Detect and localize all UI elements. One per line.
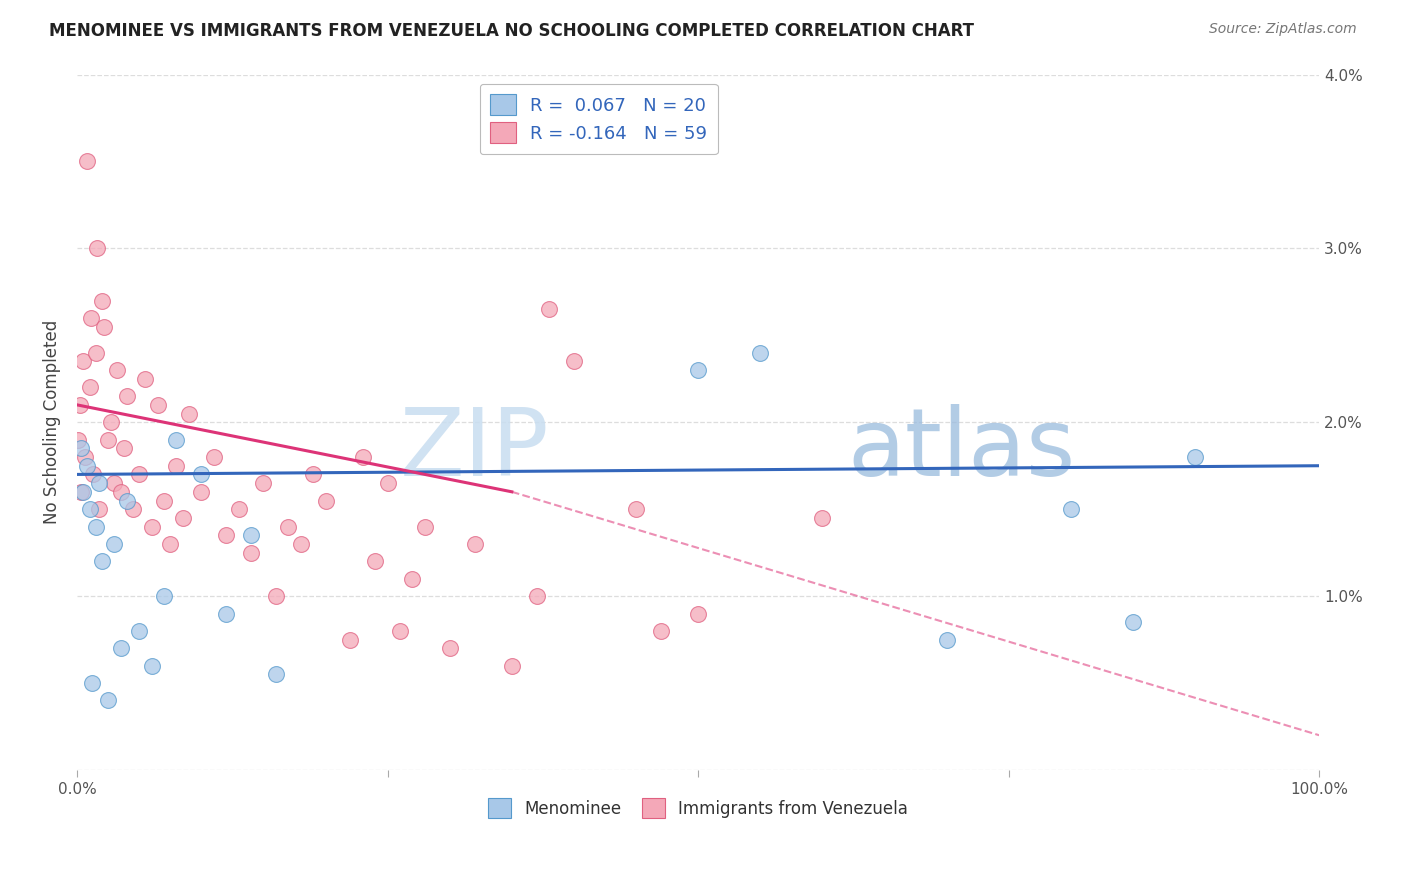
Point bbox=[128, 467, 150, 482]
Point bbox=[69, 442, 91, 456]
Point bbox=[277, 519, 299, 533]
Point bbox=[105, 363, 128, 377]
Point bbox=[202, 450, 225, 464]
Point bbox=[749, 345, 772, 359]
Point bbox=[264, 589, 287, 603]
Point bbox=[153, 589, 176, 603]
Point bbox=[84, 345, 107, 359]
Point bbox=[76, 154, 98, 169]
Point bbox=[352, 450, 374, 464]
Point bbox=[240, 528, 263, 542]
Point bbox=[252, 476, 274, 491]
Point bbox=[100, 415, 122, 429]
Point bbox=[112, 442, 135, 456]
Point bbox=[315, 493, 337, 508]
Text: ZIP: ZIP bbox=[399, 404, 550, 496]
Point bbox=[389, 624, 412, 638]
Point bbox=[650, 624, 672, 638]
Point bbox=[935, 632, 957, 647]
Point bbox=[89, 476, 111, 491]
Point bbox=[501, 658, 523, 673]
Point bbox=[228, 502, 250, 516]
Point bbox=[302, 467, 325, 482]
Point bbox=[79, 380, 101, 394]
Point bbox=[86, 241, 108, 255]
Point bbox=[339, 632, 361, 647]
Point bbox=[1060, 502, 1083, 516]
Point bbox=[562, 354, 585, 368]
Point bbox=[688, 363, 710, 377]
Point bbox=[128, 624, 150, 638]
Point bbox=[377, 476, 399, 491]
Point bbox=[90, 554, 112, 568]
Point bbox=[1122, 615, 1144, 630]
Point bbox=[82, 467, 104, 482]
Point bbox=[688, 607, 710, 621]
Point bbox=[80, 310, 103, 325]
Text: atlas: atlas bbox=[848, 404, 1076, 496]
Point bbox=[97, 433, 120, 447]
Point bbox=[159, 537, 181, 551]
Point bbox=[240, 546, 263, 560]
Point bbox=[80, 676, 103, 690]
Point bbox=[177, 407, 200, 421]
Point bbox=[1184, 450, 1206, 464]
Point bbox=[115, 493, 138, 508]
Point bbox=[122, 502, 145, 516]
Point bbox=[166, 458, 188, 473]
Text: Source: ZipAtlas.com: Source: ZipAtlas.com bbox=[1209, 22, 1357, 37]
Point bbox=[401, 572, 423, 586]
Point bbox=[166, 433, 188, 447]
Point bbox=[811, 511, 834, 525]
Point bbox=[84, 519, 107, 533]
Point bbox=[103, 476, 125, 491]
Point bbox=[97, 693, 120, 707]
Point bbox=[115, 389, 138, 403]
Point bbox=[215, 607, 238, 621]
Point bbox=[290, 537, 312, 551]
Point bbox=[73, 450, 96, 464]
Y-axis label: No Schooling Completed: No Schooling Completed bbox=[44, 320, 60, 524]
Point bbox=[110, 484, 132, 499]
Point bbox=[153, 493, 176, 508]
Point bbox=[89, 502, 111, 516]
Point bbox=[79, 502, 101, 516]
Point bbox=[624, 502, 647, 516]
Point bbox=[526, 589, 548, 603]
Point bbox=[264, 667, 287, 681]
Point bbox=[103, 537, 125, 551]
Point bbox=[69, 398, 91, 412]
Point bbox=[141, 519, 163, 533]
Point bbox=[72, 354, 94, 368]
Point bbox=[413, 519, 436, 533]
Point bbox=[69, 484, 91, 499]
Legend: Menominee, Immigrants from Venezuela: Menominee, Immigrants from Venezuela bbox=[481, 792, 915, 824]
Point bbox=[67, 433, 90, 447]
Text: MENOMINEE VS IMMIGRANTS FROM VENEZUELA NO SCHOOLING COMPLETED CORRELATION CHART: MENOMINEE VS IMMIGRANTS FROM VENEZUELA N… bbox=[49, 22, 974, 40]
Point bbox=[90, 293, 112, 308]
Point bbox=[190, 484, 212, 499]
Point bbox=[93, 319, 115, 334]
Point bbox=[172, 511, 194, 525]
Point bbox=[190, 467, 212, 482]
Point bbox=[141, 658, 163, 673]
Point bbox=[134, 372, 156, 386]
Point bbox=[146, 398, 169, 412]
Point bbox=[110, 641, 132, 656]
Point bbox=[215, 528, 238, 542]
Point bbox=[76, 458, 98, 473]
Point bbox=[72, 484, 94, 499]
Point bbox=[538, 302, 561, 317]
Point bbox=[439, 641, 461, 656]
Point bbox=[464, 537, 486, 551]
Point bbox=[364, 554, 387, 568]
